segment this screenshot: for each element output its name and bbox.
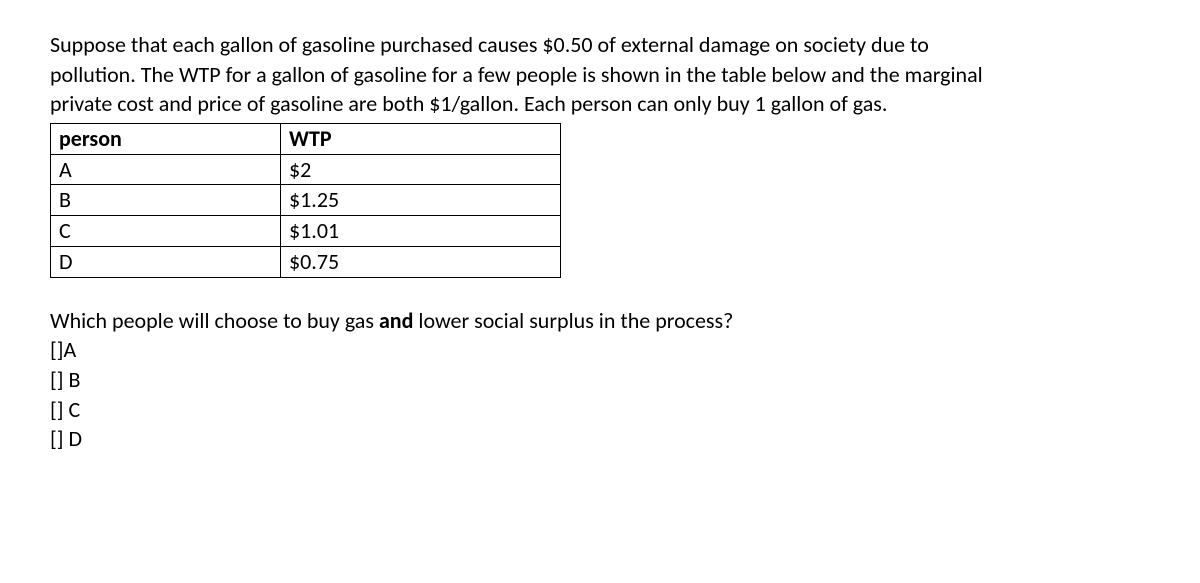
cell-wtp: $1.25 bbox=[281, 185, 561, 216]
cell-wtp: $2 bbox=[281, 154, 561, 185]
option-d[interactable]: [] D bbox=[50, 424, 1150, 454]
header-wtp: WTP bbox=[281, 124, 561, 155]
question-post: lower social surplus in the process? bbox=[413, 307, 733, 334]
prompt-line: pollution. The WTP for a gallon of gasol… bbox=[50, 61, 983, 88]
cell-person: D bbox=[51, 246, 281, 277]
question-pre: Which people will choose to buy gas bbox=[50, 307, 379, 334]
table-header-row: person WTP bbox=[51, 124, 561, 155]
table-row: C $1.01 bbox=[51, 216, 561, 247]
table-row: A $2 bbox=[51, 154, 561, 185]
prompt-line: Suppose that each gallon of gasoline pur… bbox=[50, 31, 929, 58]
wtp-table: person WTP A $2 B $1.25 C $1.01 D $0.75 bbox=[50, 123, 561, 277]
cell-person: A bbox=[51, 154, 281, 185]
question-prompt: Suppose that each gallon of gasoline pur… bbox=[50, 30, 1150, 119]
cell-person: C bbox=[51, 216, 281, 247]
option-c[interactable]: [] C bbox=[50, 395, 1150, 425]
option-b[interactable]: [] B bbox=[50, 365, 1150, 395]
table-row: D $0.75 bbox=[51, 246, 561, 277]
cell-wtp: $0.75 bbox=[281, 246, 561, 277]
question-text: Which people will choose to buy gas and … bbox=[50, 306, 1150, 336]
header-person: person bbox=[51, 124, 281, 155]
cell-wtp: $1.01 bbox=[281, 216, 561, 247]
table-row: B $1.25 bbox=[51, 185, 561, 216]
cell-person: B bbox=[51, 185, 281, 216]
question-bold: and bbox=[379, 307, 413, 334]
option-a[interactable]: []A bbox=[50, 335, 1150, 365]
prompt-line: private cost and price of gasoline are b… bbox=[50, 90, 887, 117]
